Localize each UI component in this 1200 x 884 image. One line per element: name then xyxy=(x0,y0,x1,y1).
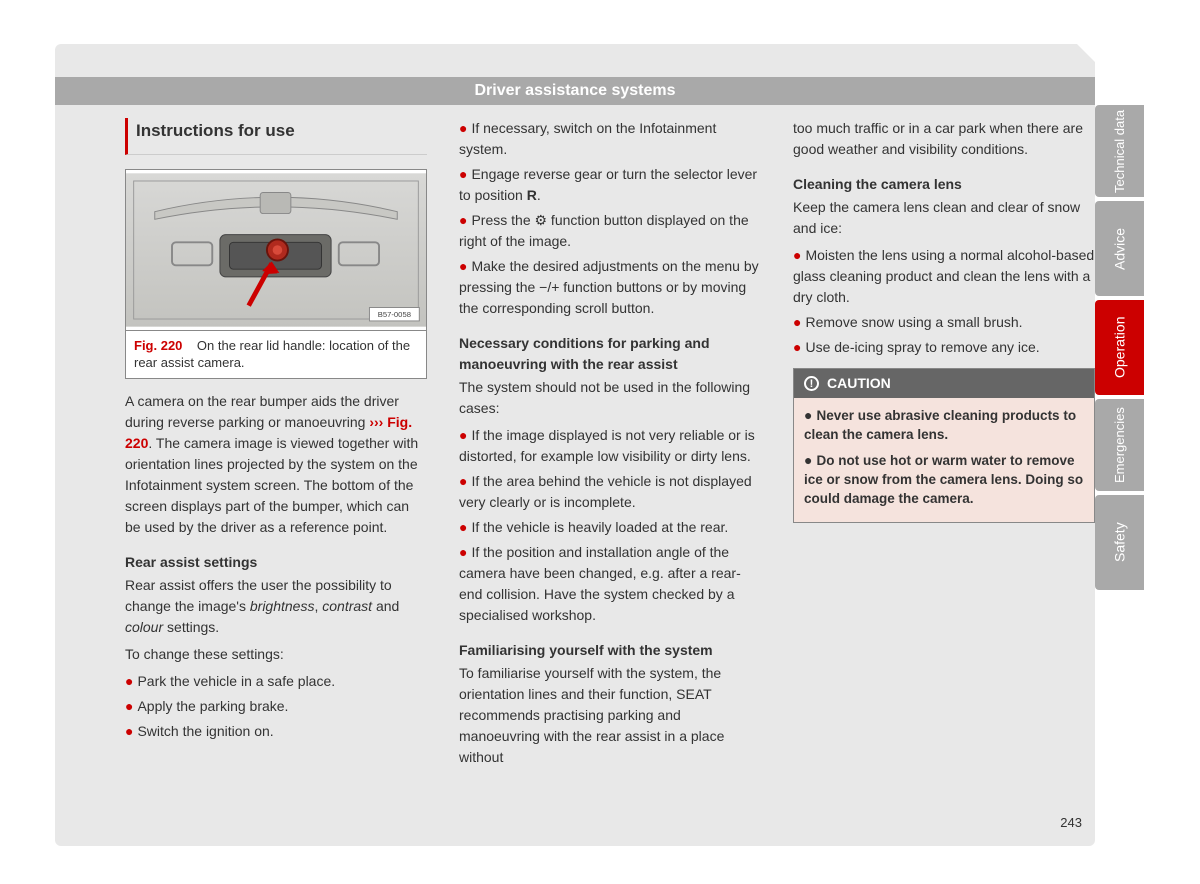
bullet-icon: ● xyxy=(459,258,467,274)
tab-advice[interactable]: Advice xyxy=(1095,201,1144,296)
rear-assist-p2: To change these settings: xyxy=(125,644,427,665)
intro-text-2: . The camera image is viewed together wi… xyxy=(125,435,418,535)
text-italic: colour xyxy=(125,619,163,635)
subhead-familiarising: Familiarising yourself with the system xyxy=(459,640,761,661)
list-item: ●Never use abrasive cleaning products to… xyxy=(804,406,1084,445)
subhead-rear-assist: Rear assist settings xyxy=(125,552,427,573)
col3-cont: too much traffic or in a car park when t… xyxy=(793,118,1095,160)
subhead-conditions: Necessary conditions for parking and man… xyxy=(459,333,761,375)
section-title: Instructions for use xyxy=(125,118,427,155)
list-text: If the image displayed is not very relia… xyxy=(459,427,755,464)
figure-caption: Fig. 220 On the rear lid handle: locatio… xyxy=(126,330,426,378)
bullet-icon: ● xyxy=(459,427,467,443)
caution-box: ! CAUTION ●Never use abrasive cleaning p… xyxy=(793,368,1095,523)
list-text: Use de-icing spray to remove any ice. xyxy=(805,339,1039,355)
side-tabs: Technical data Advice Operation Emergenc… xyxy=(1095,105,1144,590)
list-item: ●Apply the parking brake. xyxy=(125,696,427,717)
text: settings. xyxy=(163,619,219,635)
bullet-icon: ● xyxy=(804,407,812,423)
list-item: ●Switch the ignition on. xyxy=(125,721,427,742)
list-item: ●If the area behind the vehicle is not d… xyxy=(459,471,761,513)
list-text: Park the vehicle in a safe place. xyxy=(137,673,335,689)
list-text: Engage reverse gear or turn the selector… xyxy=(459,166,757,203)
figure-label: Fig. 220 xyxy=(134,338,182,353)
list-item: ●Do not use hot or warm water to remove … xyxy=(804,451,1084,509)
list-item: ●Park the vehicle in a safe place. xyxy=(125,671,427,692)
intro-text-1: A camera on the rear bumper aids the dri… xyxy=(125,393,399,430)
list-item: ●Remove snow using a small brush. xyxy=(793,312,1095,333)
list-text: Apply the parking brake. xyxy=(137,698,288,714)
column-2: ●If necessary, switch on the Infotainmen… xyxy=(459,118,761,774)
tab-operation[interactable]: Operation xyxy=(1095,300,1144,395)
text-italic: brightness xyxy=(250,598,315,614)
bullet-icon: ● xyxy=(125,673,133,689)
list-item: ●If the vehicle is heavily loaded at the… xyxy=(459,517,761,538)
familiarising-p: To familiarise yourself with the system,… xyxy=(459,663,761,768)
list-item: ●If the position and installation angle … xyxy=(459,542,761,626)
tab-safety[interactable]: Safety xyxy=(1095,495,1144,590)
list-item: ●Use de-icing spray to remove any ice. xyxy=(793,337,1095,358)
page-corner-fold xyxy=(1076,43,1096,63)
caution-title: CAUTION xyxy=(827,373,891,394)
bullet-icon: ● xyxy=(793,339,801,355)
list-text: Do not use hot or warm water to remove i… xyxy=(804,453,1083,506)
list-text: If necessary, switch on the Infotainment… xyxy=(459,120,716,157)
bullet-icon: ● xyxy=(125,723,133,739)
bullet-icon: ● xyxy=(793,314,801,330)
header-title: Driver assistance systems xyxy=(474,82,675,99)
tab-emergencies[interactable]: Emergencies xyxy=(1095,399,1144,491)
list-item: ●Press the ⚙ function button displayed o… xyxy=(459,210,761,252)
list-text-bold: R xyxy=(527,187,537,203)
list-text: If the position and installation angle o… xyxy=(459,544,741,623)
text: and xyxy=(372,598,399,614)
intro-paragraph: A camera on the rear bumper aids the dri… xyxy=(125,391,427,538)
bullet-icon: ● xyxy=(459,212,467,228)
column-1: Instructions for use xyxy=(125,118,427,774)
page-number: 243 xyxy=(1060,815,1082,830)
bullet-icon: ● xyxy=(459,544,467,560)
list-text: Moisten the lens using a normal alcohol-… xyxy=(793,247,1094,305)
list-text: If the area behind the vehicle is not di… xyxy=(459,473,752,510)
list-text: Switch the ignition on. xyxy=(137,723,273,739)
figure-code: B57-0058 xyxy=(378,310,411,319)
bullet-icon: ● xyxy=(125,698,133,714)
rear-assist-p1: Rear assist offers the user the possibil… xyxy=(125,575,427,638)
list-item: ●If the image displayed is not very reli… xyxy=(459,425,761,467)
caution-icon: ! xyxy=(804,376,819,391)
list-item: ●Moisten the lens using a normal alcohol… xyxy=(793,245,1095,308)
figure-image: B57-0058 xyxy=(126,170,426,330)
list-item: ●Engage reverse gear or turn the selecto… xyxy=(459,164,761,206)
list-text: Never use abrasive cleaning products to … xyxy=(804,408,1076,442)
content-columns: Instructions for use xyxy=(125,118,1095,774)
tab-technical-data[interactable]: Technical data xyxy=(1095,105,1144,197)
caution-body: ●Never use abrasive cleaning products to… xyxy=(794,398,1094,522)
list-text: Make the desired adjustments on the menu… xyxy=(459,258,759,316)
bullet-icon: ● xyxy=(459,120,467,136)
bullet-icon: ● xyxy=(793,247,801,263)
list-text: If the vehicle is heavily loaded at the … xyxy=(471,519,728,535)
list-text: . xyxy=(537,187,541,203)
list-item: ●Make the desired adjustments on the men… xyxy=(459,256,761,319)
column-3: too much traffic or in a car park when t… xyxy=(793,118,1095,774)
bullet-icon: ● xyxy=(459,166,467,182)
cleaning-intro: Keep the camera lens clean and clear of … xyxy=(793,197,1095,239)
figure-220: B57-0058 Fig. 220 On the rear lid handle… xyxy=(125,169,427,379)
bullet-icon: ● xyxy=(459,519,467,535)
list-item: ●If necessary, switch on the Infotainmen… xyxy=(459,118,761,160)
header-bar: Driver assistance systems xyxy=(55,77,1095,105)
caution-header: ! CAUTION xyxy=(794,369,1094,398)
bullet-icon: ● xyxy=(459,473,467,489)
text-italic: contrast xyxy=(322,598,372,614)
list-text: Press the ⚙ function button displayed on… xyxy=(459,212,749,249)
bullet-icon: ● xyxy=(804,452,812,468)
list-text: Remove snow using a small brush. xyxy=(805,314,1022,330)
conditions-intro: The system should not be used in the fol… xyxy=(459,377,761,419)
subhead-cleaning: Cleaning the camera lens xyxy=(793,174,1095,195)
